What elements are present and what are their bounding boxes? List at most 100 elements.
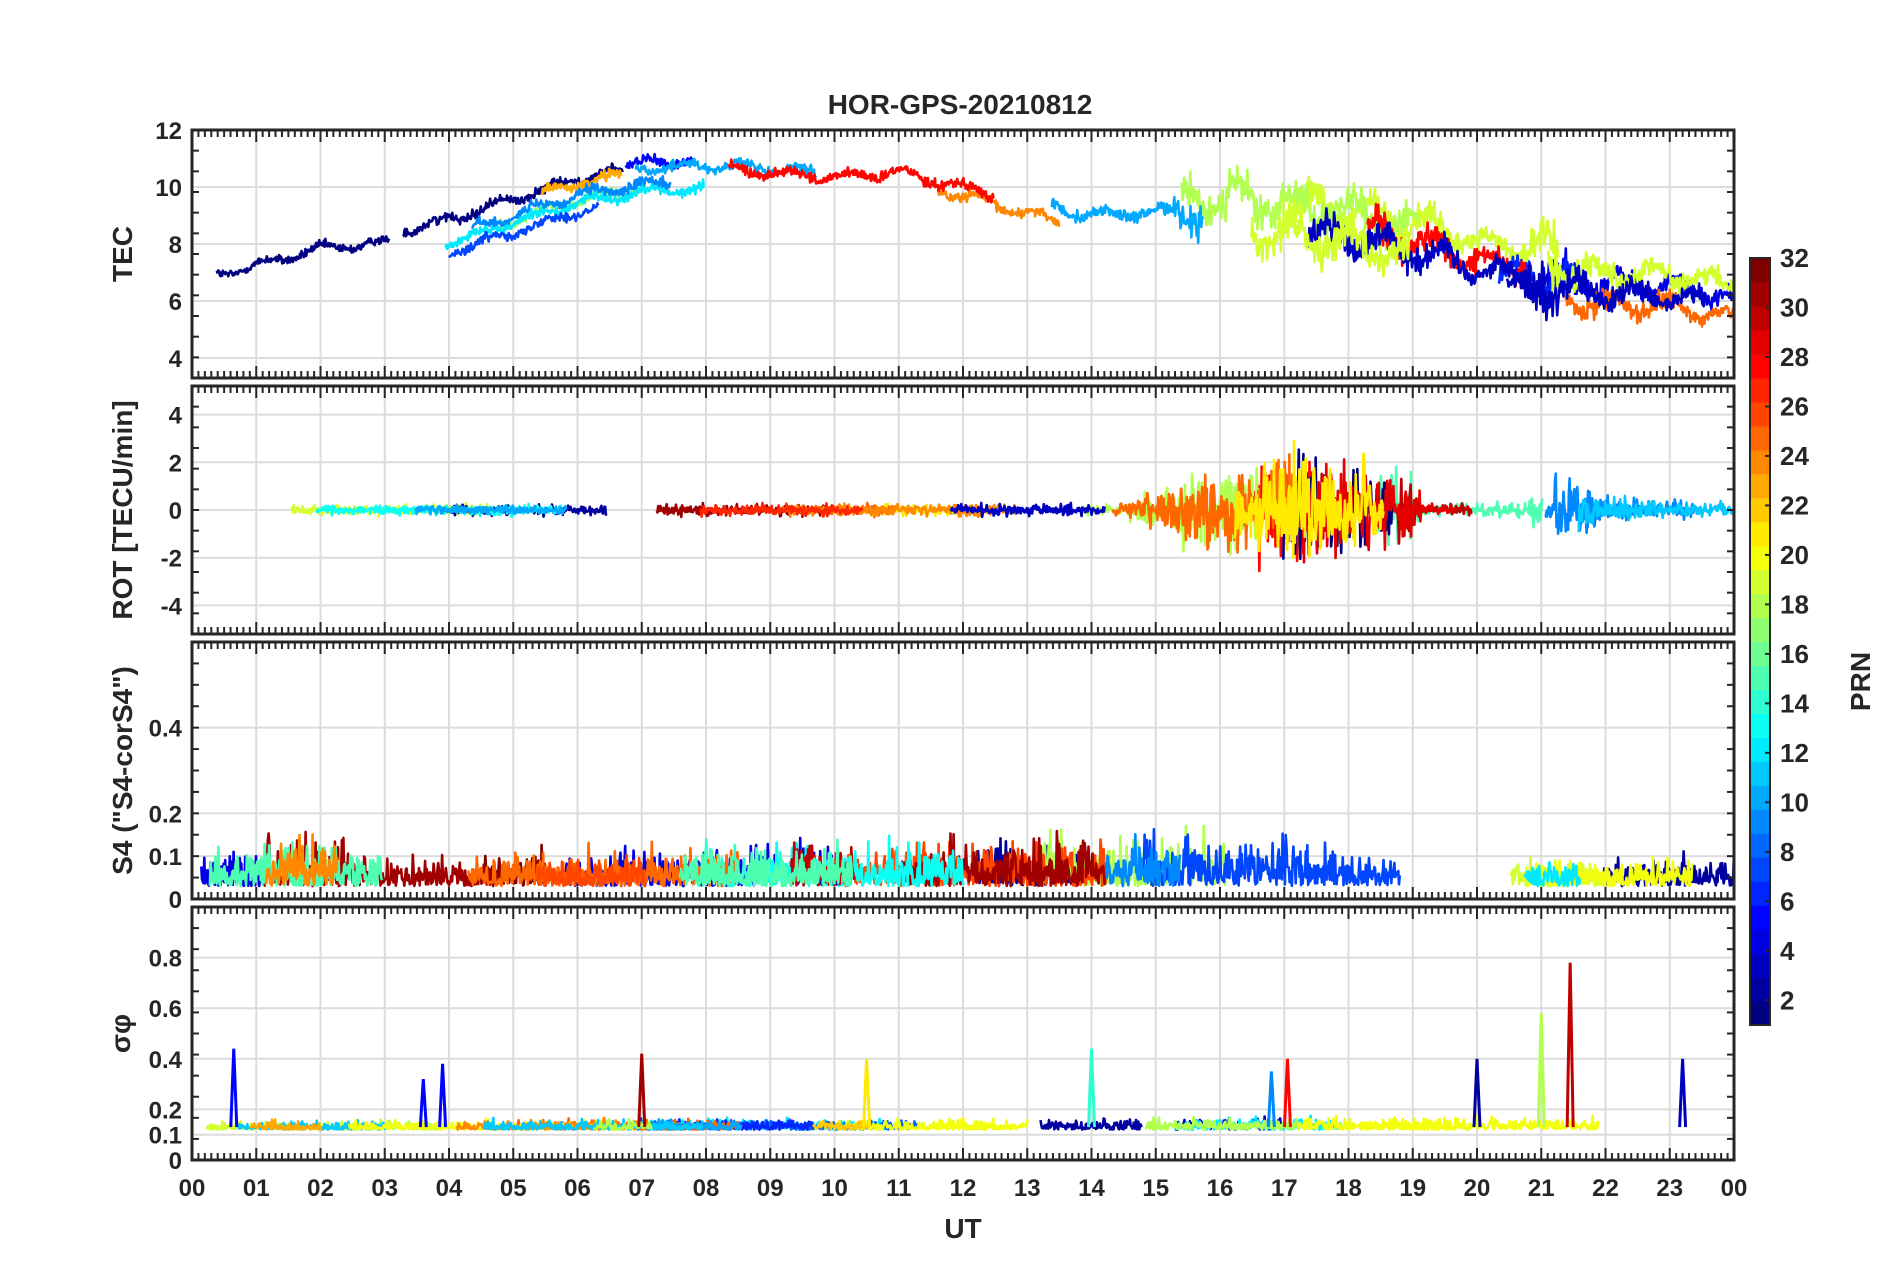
y-axis-label: S4 ("S4-corS4") <box>107 666 138 875</box>
series-line-prn-18 <box>592 1117 653 1131</box>
series-line-prn-11 <box>1577 494 1734 533</box>
spike-mark <box>1472 1058 1482 1128</box>
x-tick-label: 00 <box>1721 1175 1748 1202</box>
colorbar-swatch <box>1750 305 1770 331</box>
series-line-prn-15 <box>208 841 384 888</box>
colorbar-swatch <box>1750 761 1770 786</box>
series-line-prn-20 <box>1291 1114 1452 1131</box>
series-line-prn-23 <box>540 167 623 196</box>
panel-tec: 4 6 8 10 12 TEC <box>107 118 1736 380</box>
colorbar-tick-label: 14 <box>1780 688 1809 718</box>
spike-mark <box>1678 1058 1688 1128</box>
series-line-prn-7 <box>1140 827 1402 888</box>
series-line-prn-12 <box>1523 860 1582 888</box>
colorbar-swatch <box>1750 953 1770 978</box>
colorbar-swatch <box>1750 473 1770 499</box>
series-line-prn-3 <box>949 501 1106 519</box>
series-line-prn-21 <box>1233 439 1385 560</box>
y-tick-label: 0.4 <box>149 1047 183 1074</box>
y-tick-label: 0 <box>169 498 182 525</box>
colorbar-swatch <box>1750 329 1770 355</box>
colorbar-swatch <box>1750 713 1770 738</box>
spike-mark <box>862 1058 872 1128</box>
series-line-prn-18 <box>1180 164 1419 252</box>
y-tick-label: 12 <box>155 118 182 145</box>
x-tick-label: 11 <box>886 1175 911 1202</box>
spike-mark <box>1282 1058 1292 1128</box>
colorbar-swatch <box>1750 353 1770 379</box>
colorbar-swatch <box>1750 258 1770 283</box>
y-tick-label: 0.6 <box>149 996 182 1023</box>
colorbar-frame <box>1749 257 1771 1026</box>
colorbar-swatch <box>1750 449 1770 475</box>
series-line-prn-10 <box>1050 195 1205 245</box>
colorbar-tick-label: 16 <box>1780 639 1809 669</box>
x-axis: 00 01 02 03 04 05 06 07 08 09 10 11 12 13 14 15 16 17 18 19… <box>179 1175 1748 1202</box>
series-line-prn-2 <box>1039 1117 1143 1131</box>
x-tick-label: 00 <box>179 1175 206 1202</box>
chart-title: HOR-GPS-20210812 <box>828 89 1093 120</box>
y-tick-label: 0 <box>169 1148 182 1175</box>
y-tick-label: 0.1 <box>149 1123 182 1150</box>
colorbar-tick-label: 12 <box>1780 738 1809 768</box>
x-tick-label: 16 <box>1207 1175 1234 1202</box>
panel-s4: 0 0.1 0.2 0.4 S4 ("S4-corS4") <box>107 640 1736 914</box>
spike-mark <box>229 1048 239 1128</box>
y-tick-label: -2 <box>161 546 182 573</box>
x-tick-label: 08 <box>693 1175 720 1202</box>
x-tick-label: 22 <box>1592 1175 1619 1202</box>
series-group <box>205 962 1688 1131</box>
colorbar-swatch <box>1750 569 1770 595</box>
colorbar-swatch <box>1750 689 1770 715</box>
series-group <box>215 152 1734 328</box>
colorbar-swatch <box>1750 833 1770 858</box>
series-line-prn-1 <box>215 235 391 278</box>
x-tick-label: 02 <box>307 1175 334 1202</box>
colorbar: 32 30 28 26 24 22 20 18 16 14 12 10 8 6 4 2 PRN <box>1749 243 1876 1026</box>
y-tick-label: 10 <box>155 175 182 202</box>
series-line-prn-26 <box>536 853 647 888</box>
series-line-prn-7 <box>448 202 600 258</box>
series-line-prn-19 <box>1250 203 1411 278</box>
series-line-prn-3 <box>1505 262 1706 322</box>
y-tick-label: 4 <box>169 346 183 373</box>
y-tick-label: 2 <box>169 450 182 477</box>
series-line-prn-31 <box>899 829 1107 888</box>
y-tick-label: 8 <box>169 232 182 259</box>
colorbar-tick-label: 8 <box>1780 837 1794 867</box>
colorbar-swatch <box>1750 425 1770 451</box>
colorbar-swatch <box>1750 785 1770 810</box>
colorbar-tick-label: 4 <box>1780 936 1795 966</box>
series-line-prn-9 <box>1104 833 1182 888</box>
colorbar-label: PRN <box>1845 652 1876 711</box>
x-tick-label: 17 <box>1271 1175 1298 1202</box>
y-tick-label: -4 <box>161 593 183 620</box>
x-tick-label: 13 <box>1014 1175 1041 1202</box>
colorbar-tick-label: 10 <box>1780 787 1809 817</box>
series-line-prn-10 <box>414 503 568 516</box>
colorbar-swatch <box>1750 641 1770 667</box>
x-tick-label: 10 <box>821 1175 848 1202</box>
colorbar-swatch <box>1750 401 1770 427</box>
colorbar-tick-label: 22 <box>1780 490 1809 520</box>
spike-mark <box>1266 1071 1276 1128</box>
y-tick-label: 0.4 <box>149 716 183 743</box>
series-line-prn-22 <box>811 1119 870 1131</box>
x-tick-label: 09 <box>757 1175 784 1202</box>
colorbar-swatch <box>1750 281 1770 307</box>
series-line-prn-15 <box>678 838 854 888</box>
colorbar-tick-label: 26 <box>1780 391 1809 421</box>
x-tick-label: 03 <box>371 1175 398 1202</box>
series-group <box>200 824 1734 888</box>
y-axis-label: TEC <box>107 226 138 282</box>
colorbar-swatch <box>1750 857 1770 882</box>
x-tick-label: 18 <box>1335 1175 1362 1202</box>
y-axis-label: σφ <box>105 1014 136 1053</box>
x-tick-label: 19 <box>1399 1175 1426 1202</box>
y-tick-label: 0 <box>169 887 182 914</box>
colorbar-swatch <box>1750 617 1770 643</box>
colorbar-swatch <box>1750 929 1770 954</box>
spike-mark <box>1087 1048 1096 1128</box>
x-tick-label: 01 <box>243 1175 270 1202</box>
